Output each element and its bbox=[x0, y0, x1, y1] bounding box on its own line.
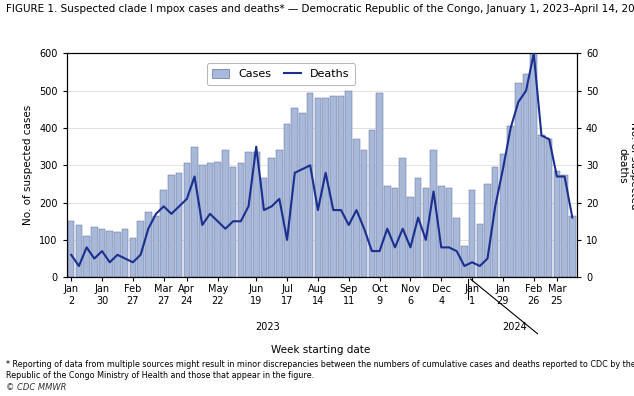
Bar bbox=[292, 108, 298, 277]
Bar bbox=[500, 154, 506, 277]
Bar bbox=[153, 216, 159, 277]
Bar bbox=[384, 186, 391, 277]
Bar bbox=[268, 158, 275, 277]
Bar bbox=[569, 216, 576, 277]
Bar bbox=[176, 173, 183, 277]
Bar bbox=[353, 139, 359, 277]
Bar bbox=[330, 96, 337, 277]
Bar bbox=[184, 164, 190, 277]
Bar bbox=[469, 190, 476, 277]
Bar bbox=[199, 165, 205, 277]
Bar bbox=[168, 175, 175, 277]
Bar bbox=[422, 188, 429, 277]
Text: 2024: 2024 bbox=[502, 322, 527, 332]
Bar bbox=[361, 150, 368, 277]
Bar bbox=[114, 232, 120, 277]
Bar bbox=[399, 158, 406, 277]
Bar bbox=[191, 147, 198, 277]
Bar bbox=[284, 124, 290, 277]
Bar bbox=[68, 221, 74, 277]
Bar bbox=[75, 225, 82, 277]
Bar bbox=[453, 217, 460, 277]
Bar bbox=[546, 139, 552, 277]
Bar bbox=[484, 184, 491, 277]
Bar bbox=[207, 164, 213, 277]
Bar bbox=[214, 162, 221, 277]
Bar bbox=[477, 224, 483, 277]
Bar bbox=[261, 178, 267, 277]
Bar bbox=[538, 135, 545, 277]
Text: © CDC MMWR: © CDC MMWR bbox=[6, 383, 67, 392]
Bar bbox=[299, 113, 306, 277]
Bar bbox=[245, 152, 252, 277]
Bar bbox=[253, 152, 259, 277]
Bar bbox=[430, 150, 437, 277]
Legend: Cases, Deaths: Cases, Deaths bbox=[207, 63, 355, 85]
Bar bbox=[91, 227, 98, 277]
Text: FIGURE 1. Suspected clade I mpox cases and deaths* — Democratic Republic of the : FIGURE 1. Suspected clade I mpox cases a… bbox=[6, 4, 634, 14]
Bar bbox=[338, 96, 344, 277]
Y-axis label: No. of suspected cases: No. of suspected cases bbox=[23, 105, 34, 225]
Bar bbox=[492, 167, 498, 277]
Bar bbox=[322, 98, 329, 277]
Bar bbox=[230, 167, 236, 277]
Bar bbox=[160, 190, 167, 277]
Bar bbox=[99, 229, 105, 277]
Bar bbox=[438, 186, 444, 277]
Bar bbox=[107, 230, 113, 277]
Bar bbox=[561, 175, 568, 277]
Bar bbox=[415, 178, 422, 277]
Bar bbox=[222, 150, 229, 277]
Bar bbox=[145, 212, 152, 277]
Bar bbox=[531, 53, 537, 277]
Bar bbox=[307, 93, 313, 277]
Bar bbox=[138, 221, 144, 277]
Bar bbox=[238, 164, 244, 277]
Bar bbox=[122, 229, 129, 277]
Y-axis label: No. of suspected
deaths: No. of suspected deaths bbox=[618, 122, 634, 209]
Bar bbox=[515, 83, 522, 277]
Bar bbox=[377, 93, 383, 277]
Bar bbox=[507, 126, 514, 277]
Bar bbox=[392, 188, 398, 277]
Bar bbox=[446, 188, 452, 277]
Bar bbox=[461, 246, 468, 277]
Bar bbox=[407, 197, 414, 277]
Bar bbox=[368, 130, 375, 277]
Bar bbox=[129, 238, 136, 277]
Text: Week starting date: Week starting date bbox=[271, 345, 370, 356]
Text: * Reporting of data from multiple sources might result in minor discrepancies be: * Reporting of data from multiple source… bbox=[6, 360, 634, 380]
Bar bbox=[83, 236, 90, 277]
Text: 2023: 2023 bbox=[256, 322, 280, 332]
Bar bbox=[523, 74, 529, 277]
Bar bbox=[276, 150, 283, 277]
Bar bbox=[346, 91, 352, 277]
Bar bbox=[314, 98, 321, 277]
Bar bbox=[553, 171, 560, 277]
